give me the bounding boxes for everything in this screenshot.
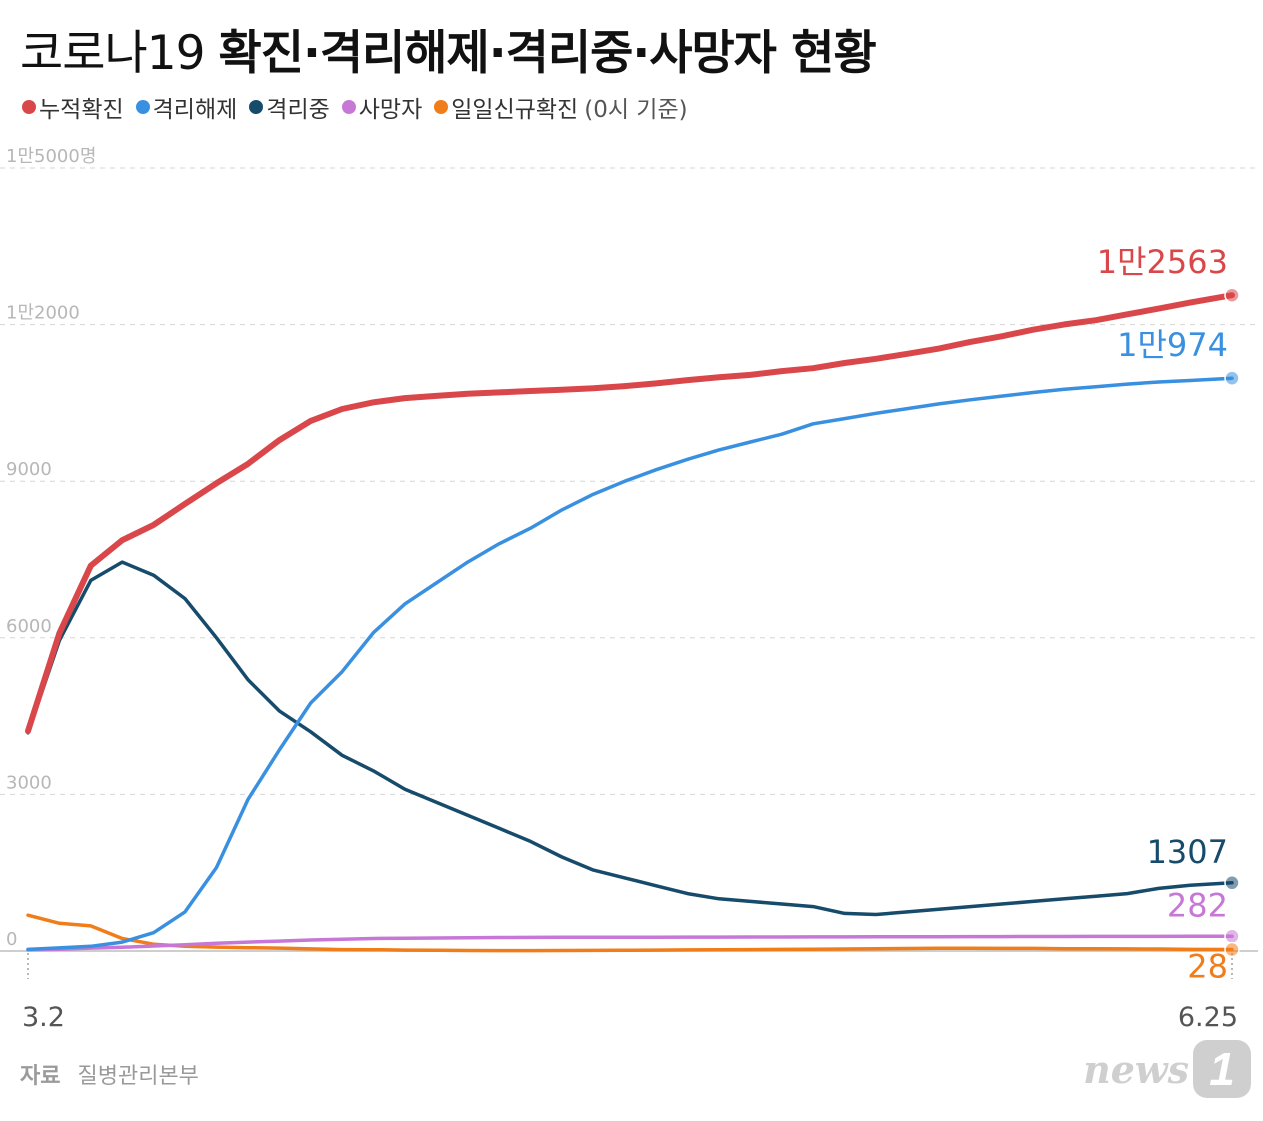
series-line: [26, 376, 1234, 952]
source-label: 자료: [20, 1064, 61, 1089]
series-line: [26, 934, 1234, 952]
legend-item-released: 격리해제: [135, 90, 238, 124]
news1-logo: news 1: [1083, 1040, 1251, 1098]
legend-dot-icon: [341, 100, 356, 114]
legend-dot-icon: [135, 100, 150, 114]
series-end-point: [1224, 370, 1240, 386]
series-end-point: [1224, 875, 1240, 891]
legend-label-isolated: 격리중: [266, 97, 330, 123]
legend-item-daily-new: 일일신규확진 (0시 기준): [434, 90, 688, 124]
legend-item-isolated: 격리중: [249, 90, 330, 124]
legend-label-deaths: 사망자: [358, 97, 423, 123]
y-tick-label: 0: [6, 929, 17, 950]
title-main: 확진·격리해제·격리중·사망자 현황: [218, 26, 876, 81]
legend-dot-icon: [249, 100, 264, 114]
chart-title: 코로나19 확진·격리해제·격리중·사망자 현황: [20, 14, 877, 83]
series-end-label: 1만2563: [1097, 243, 1228, 281]
y-tick-label: 9000: [6, 459, 52, 480]
legend-label-released: 격리해제: [152, 97, 238, 123]
x-tick-label-end: 6.25: [1178, 1002, 1238, 1033]
y-tick-label: 3000: [6, 772, 52, 793]
legend-note: (0시 기준): [584, 97, 688, 123]
source-credit: 자료 질병관리본부: [20, 1058, 199, 1090]
series-end-label: 1307: [1147, 833, 1228, 871]
legend-item-confirmed: 누적확진: [22, 90, 124, 124]
logo-text: news: [1083, 1046, 1189, 1092]
series-end-point: [1224, 287, 1240, 303]
legend-dot-icon: [22, 100, 36, 114]
source-value: 질병관리본부: [77, 1064, 199, 1089]
legend-dot-icon: [434, 100, 449, 114]
logo-mark: 1: [1193, 1040, 1251, 1098]
series-line: [26, 560, 1234, 917]
x-tick-label-start: 3.2: [22, 1002, 65, 1033]
y-tick-label: 6000: [6, 616, 52, 637]
legend-item-deaths: 사망자: [341, 90, 423, 124]
series-line: [25, 292, 1235, 735]
series-end-label: 1만974: [1117, 326, 1228, 364]
legend-label-daily-new: 일일신규확진: [451, 97, 579, 123]
series-line: [26, 913, 1234, 953]
series-end-label: 282: [1167, 886, 1228, 924]
legend: 누적확진 격리해제 격리중 사망자 일일신규확진 (0시 기준): [22, 90, 700, 124]
series-end-label: 28: [1187, 948, 1228, 986]
legend-label-confirmed: 누적확진: [39, 97, 124, 123]
y-tick-label: 1만5000명: [6, 146, 96, 167]
series-end-point: [1224, 928, 1240, 945]
y-tick-label: 1만2000: [6, 303, 80, 324]
title-prefix: 코로나19: [20, 26, 206, 81]
series-end-point: [1224, 941, 1240, 958]
